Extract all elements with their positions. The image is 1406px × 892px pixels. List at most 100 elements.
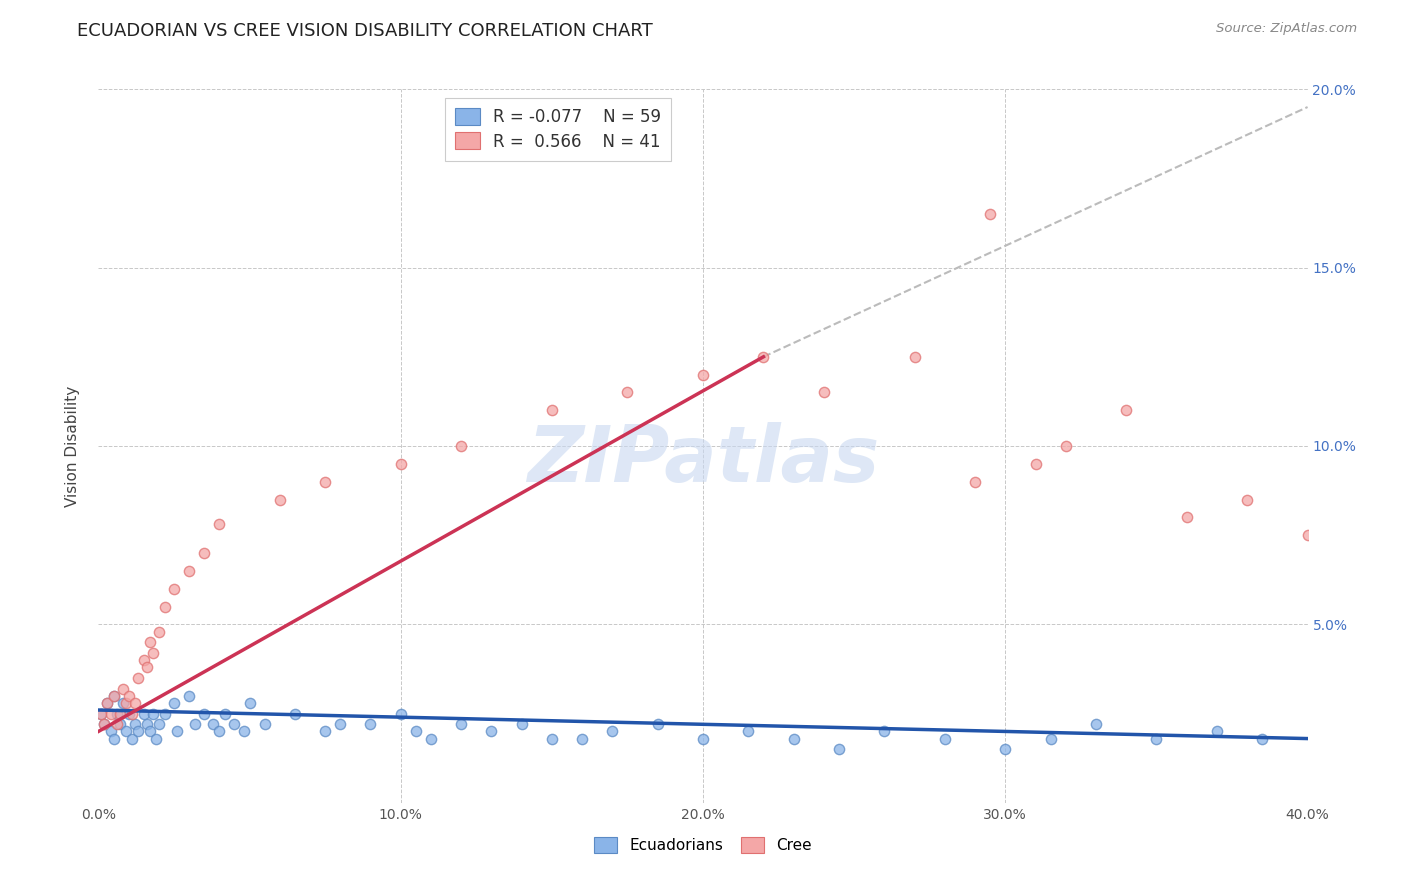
Text: ECUADORIAN VS CREE VISION DISABILITY CORRELATION CHART: ECUADORIAN VS CREE VISION DISABILITY COR…	[77, 22, 652, 40]
Point	[873, 724, 896, 739]
Point	[284, 706, 307, 721]
Point	[783, 731, 806, 746]
Point	[103, 689, 125, 703]
Point	[145, 731, 167, 746]
Point	[737, 724, 759, 739]
Point	[253, 717, 276, 731]
Point	[510, 717, 533, 731]
Point	[132, 706, 155, 721]
Point	[1236, 492, 1258, 507]
Point	[965, 475, 987, 489]
Y-axis label: Vision Disability: Vision Disability	[65, 385, 80, 507]
Text: ZIPatlas: ZIPatlas	[527, 422, 879, 499]
Point	[100, 706, 122, 721]
Point	[121, 706, 143, 721]
Point	[127, 671, 149, 685]
Point	[127, 724, 149, 739]
Point	[114, 724, 136, 739]
Point	[692, 731, 714, 746]
Point	[148, 717, 170, 731]
Point	[934, 731, 956, 746]
Point	[647, 717, 669, 731]
Point	[118, 706, 141, 721]
Point	[813, 385, 835, 400]
Point	[90, 706, 112, 721]
Point	[108, 717, 131, 731]
Point	[193, 546, 215, 560]
Point	[208, 724, 231, 739]
Point	[100, 724, 122, 739]
Point	[389, 457, 412, 471]
Point	[93, 717, 115, 731]
Point	[166, 724, 188, 739]
Point	[1206, 724, 1229, 739]
Point	[481, 724, 503, 739]
Legend: Ecuadorians, Cree: Ecuadorians, Cree	[588, 831, 818, 859]
Point	[360, 717, 382, 731]
Point	[108, 706, 131, 721]
Point	[752, 350, 775, 364]
Point	[1085, 717, 1108, 731]
Point	[450, 439, 472, 453]
Point	[616, 385, 638, 400]
Point	[1024, 457, 1046, 471]
Point	[1115, 403, 1137, 417]
Point	[135, 660, 157, 674]
Point	[602, 724, 624, 739]
Point	[179, 689, 201, 703]
Point	[132, 653, 155, 667]
Point	[148, 624, 170, 639]
Point	[979, 207, 1001, 221]
Point	[111, 681, 134, 696]
Point	[142, 706, 165, 721]
Point	[904, 350, 927, 364]
Point	[202, 717, 225, 731]
Point	[124, 717, 146, 731]
Point	[184, 717, 207, 731]
Point	[450, 717, 472, 731]
Point	[994, 742, 1017, 756]
Point	[1144, 731, 1167, 746]
Point	[540, 731, 562, 746]
Point	[214, 706, 236, 721]
Point	[405, 724, 427, 739]
Point	[124, 696, 146, 710]
Point	[153, 706, 176, 721]
Point	[90, 706, 112, 721]
Point	[540, 403, 562, 417]
Point	[1296, 528, 1319, 542]
Point	[329, 717, 352, 731]
Text: Source: ZipAtlas.com: Source: ZipAtlas.com	[1216, 22, 1357, 36]
Point	[135, 717, 157, 731]
Point	[692, 368, 714, 382]
Point	[1175, 510, 1198, 524]
Point	[103, 731, 125, 746]
Point	[96, 696, 118, 710]
Point	[314, 475, 336, 489]
Point	[142, 646, 165, 660]
Point	[1039, 731, 1062, 746]
Point	[1251, 731, 1274, 746]
Point	[389, 706, 412, 721]
Point	[114, 696, 136, 710]
Point	[208, 517, 231, 532]
Point	[111, 696, 134, 710]
Point	[420, 731, 443, 746]
Point	[239, 696, 262, 710]
Point	[139, 724, 162, 739]
Point	[224, 717, 246, 731]
Point	[232, 724, 254, 739]
Point	[118, 689, 141, 703]
Point	[269, 492, 291, 507]
Point	[828, 742, 851, 756]
Point	[121, 731, 143, 746]
Point	[163, 696, 186, 710]
Point	[139, 635, 162, 649]
Point	[571, 731, 593, 746]
Point	[103, 689, 125, 703]
Point	[96, 696, 118, 710]
Point	[179, 564, 201, 578]
Point	[105, 706, 128, 721]
Point	[163, 582, 186, 596]
Point	[314, 724, 336, 739]
